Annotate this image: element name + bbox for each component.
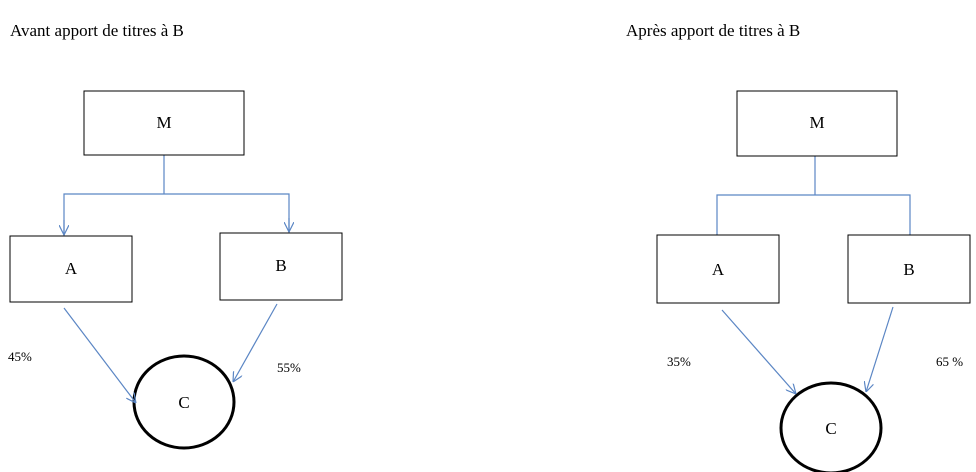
arrow	[63, 307, 136, 403]
edge-label: 65 %	[936, 354, 963, 369]
diagram-after: Après apport de titres à B M A B C 35% 6…	[626, 21, 971, 472]
node-label: B	[275, 256, 286, 275]
connector	[63, 193, 290, 236]
node-box	[847, 234, 971, 304]
node-label: M	[809, 113, 824, 132]
arrow	[866, 306, 894, 392]
node-box	[736, 90, 898, 157]
node-box	[83, 90, 245, 156]
diagram-before: Avant apport de titres à B M A B C 45% 5…	[8, 21, 343, 450]
edge-label: 55%	[277, 360, 301, 375]
connector	[716, 194, 911, 235]
arrow	[721, 309, 796, 394]
title: Après apport de titres à B	[626, 21, 800, 40]
node-box	[219, 232, 343, 301]
node-label: A	[712, 260, 725, 279]
node-label: C	[825, 419, 836, 438]
node-label: A	[65, 259, 78, 278]
node-label: B	[903, 260, 914, 279]
edge-label: 45%	[8, 349, 32, 364]
arrow	[233, 303, 278, 382]
node-box	[656, 234, 780, 304]
node-box	[9, 235, 133, 303]
title: Avant apport de titres à B	[10, 21, 184, 40]
node-circle	[779, 381, 883, 472]
node-label: M	[156, 113, 171, 132]
edge-label: 35%	[667, 354, 691, 369]
node-label: C	[178, 393, 189, 412]
